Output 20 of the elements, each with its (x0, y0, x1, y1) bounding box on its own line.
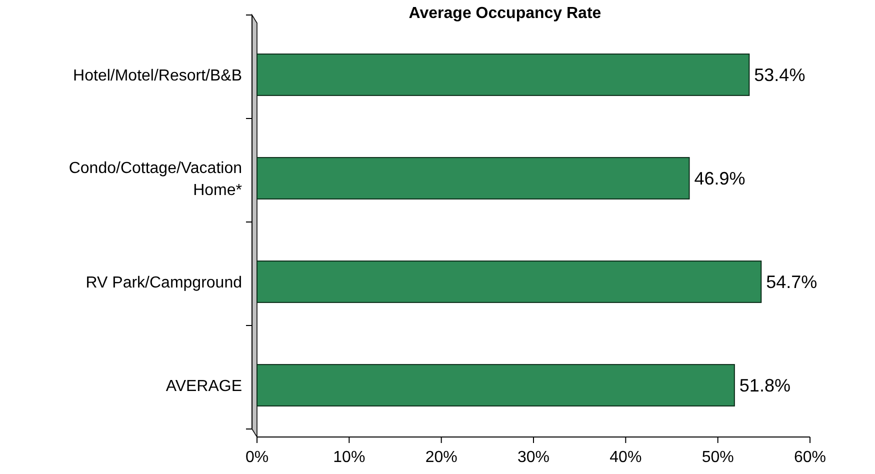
y-tick-label: RV Park/Campground (86, 274, 242, 292)
y-tick-label: AVERAGE (166, 378, 242, 395)
data-label: 51.8% (739, 376, 790, 396)
x-tick-label: 10% (333, 449, 366, 466)
data-label: 54.7% (766, 272, 818, 292)
x-tick-label: 50% (702, 449, 734, 466)
data-label: 53.4% (754, 65, 806, 86)
chart-title: Average Occupancy Rate (408, 5, 602, 22)
y-tick-label: Condo/Cottage/Vacation Home* (68, 160, 242, 199)
data-label: 46.9% (694, 168, 746, 189)
x-tick-label: 30% (517, 449, 550, 466)
bar (256, 157, 690, 200)
bar (256, 364, 735, 406)
x-tick-label: 40% (610, 449, 642, 466)
y-tick-label: Hotel/Motel/Resort/B&B (73, 67, 242, 84)
x-tick-label: 0% (245, 449, 269, 466)
x-tick-label: 60% (794, 449, 826, 466)
x-tick-label: 20% (425, 449, 458, 466)
bar (256, 54, 750, 96)
bar (256, 260, 762, 303)
